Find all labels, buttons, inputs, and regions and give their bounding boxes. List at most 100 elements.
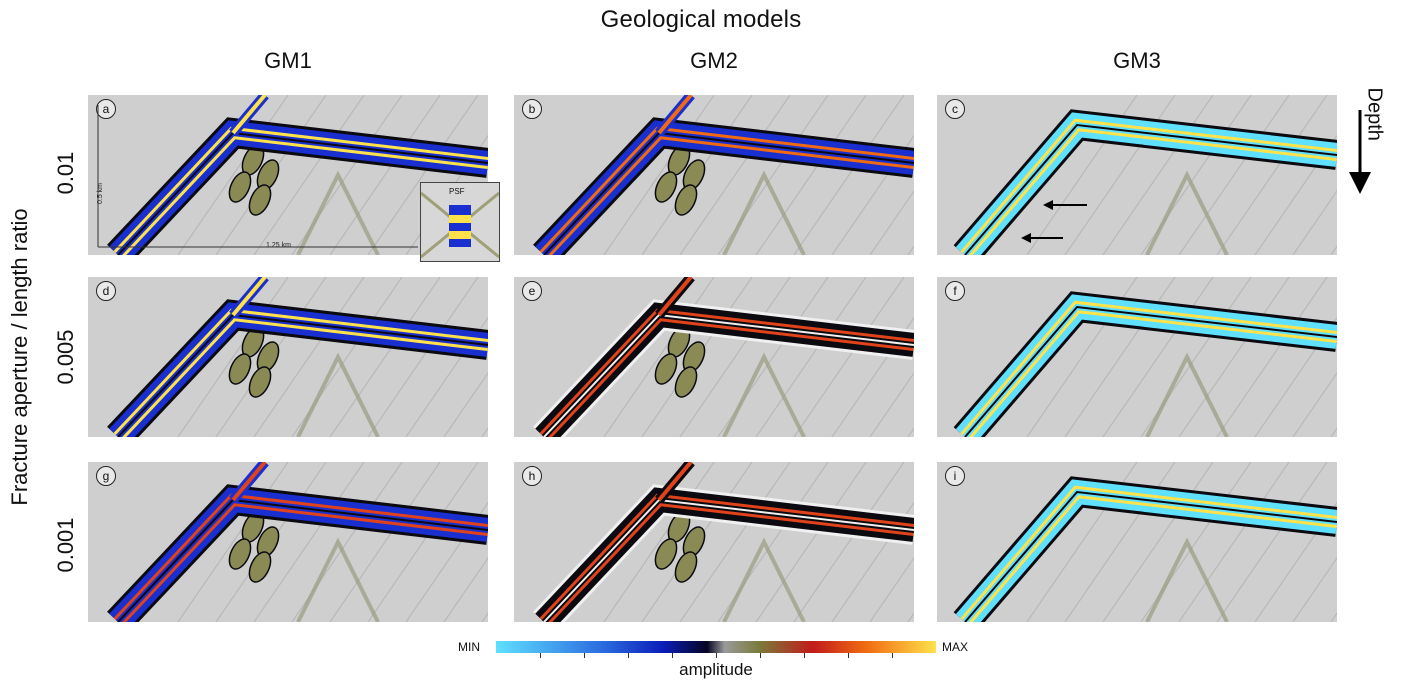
panel-label-i: i [945,466,965,486]
background-streak [1102,95,1214,255]
background-streak [679,462,791,622]
colorbar-tick [628,653,629,658]
row-label-0-001: 0.001 [53,517,78,573]
background-streak [1102,277,1214,437]
background-streak [253,95,365,255]
scatter-ellipse [248,184,272,216]
diffraction-curve [1145,352,1229,437]
background-streak [1178,95,1290,255]
scatter-ellipse [674,551,698,583]
depth-arrow-icon [1349,110,1371,194]
scatter-ellipse [674,184,698,216]
diffraction-curve [722,170,806,255]
annotation-arrows [1021,200,1087,243]
reflector-event [964,123,1337,255]
scatter-ellipse [248,366,272,398]
panel-g: g [88,462,488,622]
reflector-branch [231,277,267,317]
background-streak [253,277,365,437]
scatter-ellipse [228,538,252,570]
wavefield-e [533,277,914,437]
background-streak [443,556,488,622]
wavefield-c [953,95,1337,255]
panel-c: c [937,95,1337,255]
diffraction-curve [296,352,380,437]
background-streak [603,277,715,437]
panel-b: b [514,95,914,255]
panel-f: f [937,277,1337,437]
scatter-ellipse [674,366,698,398]
reflector-branch [231,95,267,135]
scale-bars [97,105,418,248]
column-header-gm3: GM3 [1113,48,1161,73]
colorbar-label: amplitude [679,660,753,679]
background-streak [177,462,289,622]
background-streak [1178,277,1290,437]
background-streak [869,556,914,622]
background-streak [831,316,914,437]
reflector-branch [657,462,693,502]
panel-label-h: h [522,466,542,486]
background-streak [1254,316,1337,437]
background-streak [367,277,479,437]
background-streak [405,501,488,622]
scatter-ellipse [654,353,678,385]
background-streak [253,462,365,622]
background-streak [679,277,791,437]
background-streak [329,95,441,255]
wavefield-d [107,277,488,437]
column-header-gm1: GM1 [264,48,312,73]
panel-e: e [514,277,914,437]
colorbar-tick [760,653,761,658]
diffraction-curve [722,352,806,437]
psf-inset: PSF [420,182,500,262]
depth-label: Depth [1363,87,1386,141]
wavefield-h [533,462,914,622]
scale-horizontal-label: 1.25 km [266,242,291,249]
colorbar-tick [672,653,673,658]
background-streak [177,277,289,437]
background-streak [1216,95,1328,255]
panel-h: h [514,462,914,622]
diffraction-curve [722,537,806,622]
diffraction-curve [296,170,380,255]
background-streak [1216,277,1328,437]
background-streak [679,95,791,255]
colorbar-tick [716,653,717,658]
scatter-ellipse [248,551,272,583]
wavefield-g [107,462,488,622]
panel-label-f: f [945,281,965,301]
background-streak [1292,371,1337,437]
reflector-branch [657,95,693,135]
scale-vertical-label: 0.5 km [97,182,105,205]
reflector-event [964,305,1337,437]
psf-graphic [421,191,499,259]
row-label-0-01: 0.01 [53,151,78,195]
background-streak [831,134,914,255]
background-streak [1254,134,1337,255]
background-streak [1178,462,1290,622]
wavefield-f [953,277,1337,437]
background-streak [1292,556,1337,622]
background-streak [1216,462,1328,622]
background-streak [755,462,867,622]
panel-label-c: c [945,99,965,119]
diffraction-curve [296,537,380,622]
wavefield-i [953,462,1337,622]
background-streak [869,371,914,437]
background-streak [1292,189,1337,255]
panel-a: a [88,95,488,255]
background-streak [1102,462,1214,622]
scatter-ellipse [654,171,678,203]
row-axis-label: Fracture aperture / length ratio [7,208,32,506]
background-streak [603,462,715,622]
colorbar-tick [848,653,849,658]
diffraction-curve [1145,170,1229,255]
background-streak [1330,612,1337,622]
background-streak [793,95,905,255]
background-streak [831,501,914,622]
scatter-ellipse [654,538,678,570]
panel-label-d: d [96,281,116,301]
scatter-ellipse [228,171,252,203]
background-streak [405,316,488,437]
